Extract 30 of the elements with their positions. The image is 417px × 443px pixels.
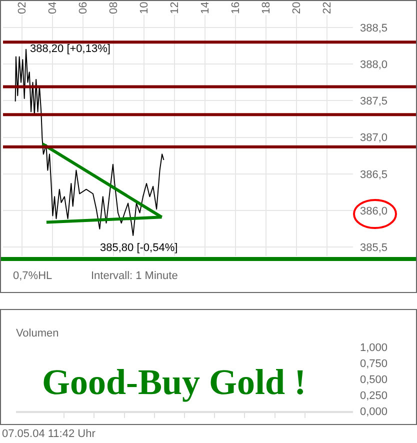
x-tick-label: 08 [108,2,120,14]
x-tick-label: 10 [138,2,151,14]
y-tick-label: 388,5 [360,22,388,34]
y-tick-label: 386,0 [360,205,388,218]
y-tick-label: 0,000 [360,406,388,418]
x-tick-label: 06 [78,2,90,14]
x-tick-label: 04 [47,2,60,14]
text: 07.05.04 11:42 Uhr [2,428,96,440]
x-tick-label: 14 [200,2,212,14]
x-tick-label: 22 [322,2,334,14]
y-tick-label: 387,5 [360,96,388,108]
y-tick-label: 385,5 [360,242,388,254]
x-tick-label: 02 [16,2,29,14]
y-tick-label: 388,0 [360,58,388,71]
x-tick-label: 16 [230,2,242,14]
y-tick-label: 386,5 [360,168,388,181]
y-tick-label: 0,750 [360,358,388,370]
text: Intervall: 1 Minute [91,270,178,282]
y-tick-label: 0,250 [360,390,388,402]
x-tick-label: 20 [291,2,304,14]
y-tick-label: 1,000 [360,342,388,354]
chart-title: Volumen [16,328,59,340]
x-tick-label: 12 [169,2,182,14]
y-tick-label: 0,500 [360,374,388,386]
annotation: 388,20 [+0,13%] [30,43,110,55]
annotation: Good-Buy Gold ! [42,362,306,402]
annotation: 385,80 [-0,54%] [100,242,178,254]
text: 0,7%HL [13,270,52,282]
y-tick-label: 387,0 [360,132,388,144]
x-tick-label: 18 [260,2,273,14]
